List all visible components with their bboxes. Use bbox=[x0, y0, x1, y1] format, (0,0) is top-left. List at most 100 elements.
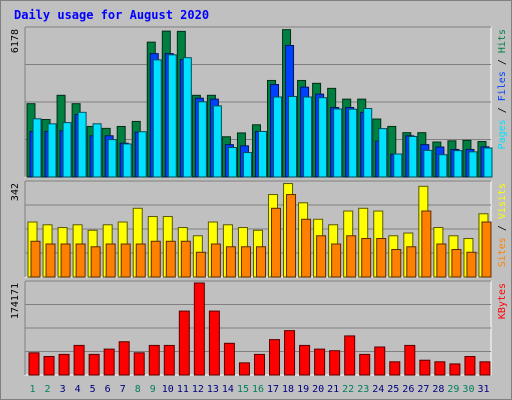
bar-kbytes-day-30 bbox=[464, 356, 476, 376]
x-tick-label-day-15: 15 bbox=[237, 384, 249, 395]
x-tick-label-day-28: 28 bbox=[432, 384, 444, 395]
x-tick-label-day-25: 25 bbox=[387, 384, 399, 395]
bar-sites-day-19 bbox=[301, 218, 312, 278]
x-tick-label-day-16: 16 bbox=[252, 384, 264, 395]
bar-kbytes-day-24 bbox=[374, 346, 386, 376]
bar-pages-day-27 bbox=[423, 149, 433, 178]
bar-kbytes-day-31 bbox=[479, 361, 491, 376]
bar-pages-day-4 bbox=[77, 111, 87, 178]
bar-kbytes-day-21 bbox=[329, 350, 341, 376]
x-tick-label-day-1: 1 bbox=[30, 384, 36, 395]
bar-sites-day-29 bbox=[451, 249, 462, 278]
x-tick-label-day-19: 19 bbox=[297, 384, 309, 395]
bar-sites-day-6 bbox=[105, 243, 116, 278]
panel-legend-hits-files-pages: Pages / Files / Hits bbox=[497, 29, 508, 149]
legend-separator: / bbox=[497, 219, 508, 237]
bar-kbytes-day-16 bbox=[253, 353, 265, 376]
x-tick-label-day-29: 29 bbox=[447, 384, 459, 395]
bar-sites-day-28 bbox=[436, 243, 447, 278]
bar-kbytes-day-11 bbox=[178, 310, 190, 376]
bar-pages-day-25 bbox=[393, 153, 403, 178]
bar-sites-day-10 bbox=[165, 240, 176, 278]
bar-pages-day-24 bbox=[378, 128, 388, 178]
bar-pages-day-12 bbox=[197, 101, 207, 178]
bar-pages-day-23 bbox=[363, 107, 373, 178]
bar-sites-day-16 bbox=[255, 246, 266, 278]
bar-sites-day-24 bbox=[376, 238, 387, 278]
bar-pages-day-9 bbox=[152, 59, 162, 178]
bar-sites-day-12 bbox=[195, 251, 206, 278]
bar-kbytes-day-2 bbox=[43, 356, 55, 376]
bar-kbytes-day-13 bbox=[208, 310, 220, 376]
x-tick-label-day-23: 23 bbox=[357, 384, 369, 395]
bar-sites-day-17 bbox=[271, 207, 282, 278]
x-tick-label-day-22: 22 bbox=[342, 384, 354, 395]
bar-kbytes-day-12 bbox=[193, 282, 205, 376]
x-tick-label-day-17: 17 bbox=[267, 384, 279, 395]
x-tick-label-day-7: 7 bbox=[120, 384, 126, 395]
x-tick-label-day-26: 26 bbox=[402, 384, 414, 395]
bar-kbytes-day-20 bbox=[314, 348, 326, 376]
panel-max-label: 6178 bbox=[10, 29, 21, 53]
legend-separator: / bbox=[497, 53, 508, 71]
bar-pages-day-11 bbox=[182, 57, 192, 178]
bar-sites-day-27 bbox=[421, 210, 432, 278]
bar-sites-day-8 bbox=[135, 243, 146, 278]
bar-kbytes-day-8 bbox=[133, 352, 145, 376]
bar-pages-day-15 bbox=[242, 152, 252, 178]
bar-sites-day-2 bbox=[45, 243, 56, 278]
legend-separator: / bbox=[497, 101, 508, 119]
bar-kbytes-day-1 bbox=[28, 352, 40, 376]
x-tick-label-day-14: 14 bbox=[222, 384, 234, 395]
bar-sites-day-20 bbox=[316, 235, 327, 278]
bar-kbytes-day-26 bbox=[404, 344, 416, 376]
bar-kbytes-day-27 bbox=[419, 359, 431, 376]
bar-pages-day-30 bbox=[468, 151, 478, 178]
legend-pages: Pages bbox=[497, 119, 508, 149]
bar-pages-day-7 bbox=[122, 143, 132, 178]
x-tick-label-day-12: 12 bbox=[192, 384, 204, 395]
bar-kbytes-day-22 bbox=[344, 335, 356, 376]
bar-kbytes-day-17 bbox=[269, 339, 281, 376]
x-tick-label-day-8: 8 bbox=[135, 384, 141, 395]
bar-pages-day-10 bbox=[167, 54, 177, 178]
bar-pages-day-13 bbox=[212, 105, 222, 178]
bar-sites-day-3 bbox=[60, 243, 71, 278]
bar-kbytes-day-9 bbox=[148, 344, 160, 376]
bar-pages-day-6 bbox=[107, 139, 117, 178]
bar-pages-day-8 bbox=[137, 131, 147, 178]
x-tick-label-day-21: 21 bbox=[327, 384, 339, 395]
bar-pages-day-18 bbox=[288, 96, 298, 178]
bar-sites-day-31 bbox=[481, 221, 492, 278]
bar-sites-day-4 bbox=[75, 243, 86, 278]
bar-pages-day-14 bbox=[227, 147, 237, 178]
bar-pages-day-5 bbox=[92, 123, 102, 178]
x-tick-label-day-27: 27 bbox=[417, 384, 429, 395]
x-tick-label-day-11: 11 bbox=[177, 384, 189, 395]
bar-sites-day-11 bbox=[180, 240, 191, 278]
bar-kbytes-day-6 bbox=[103, 348, 115, 376]
bar-kbytes-day-5 bbox=[88, 353, 100, 376]
bar-sites-day-22 bbox=[346, 235, 357, 278]
bar-sites-day-7 bbox=[120, 243, 131, 278]
bar-kbytes-day-25 bbox=[389, 361, 401, 376]
bar-kbytes-day-15 bbox=[238, 362, 250, 376]
x-tick-label-day-20: 20 bbox=[312, 384, 324, 395]
x-tick-label-day-24: 24 bbox=[372, 384, 384, 395]
x-tick-label-day-13: 13 bbox=[207, 384, 219, 395]
bar-sites-day-26 bbox=[406, 246, 417, 278]
bar-pages-day-1 bbox=[32, 118, 42, 178]
bar-kbytes-day-28 bbox=[434, 361, 446, 376]
bar-kbytes-day-19 bbox=[299, 344, 311, 376]
bar-pages-day-20 bbox=[318, 97, 328, 178]
bar-kbytes-day-29 bbox=[449, 363, 461, 376]
bar-kbytes-day-18 bbox=[284, 330, 296, 376]
bar-sites-day-21 bbox=[331, 243, 342, 278]
bar-sites-day-9 bbox=[150, 240, 161, 278]
x-tick-label-day-30: 30 bbox=[462, 384, 474, 395]
legend-kbytes: KBytes bbox=[497, 283, 508, 319]
bar-sites-day-23 bbox=[361, 238, 372, 278]
bar-kbytes-day-3 bbox=[58, 353, 70, 376]
bar-kbytes-day-23 bbox=[359, 353, 371, 376]
